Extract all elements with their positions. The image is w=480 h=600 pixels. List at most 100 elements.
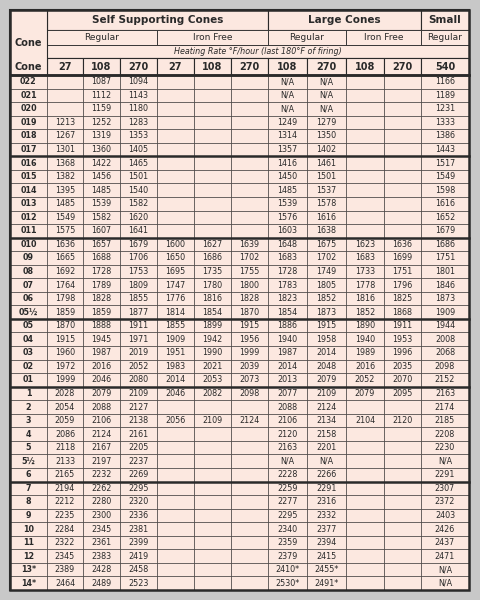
Text: 4: 4 bbox=[26, 430, 31, 439]
Bar bbox=[156, 224, 193, 238]
Bar bbox=[306, 482, 345, 495]
Text: 1279: 1279 bbox=[316, 118, 336, 127]
Bar bbox=[345, 387, 383, 400]
Bar bbox=[83, 359, 120, 373]
Bar bbox=[420, 143, 468, 157]
Bar bbox=[345, 373, 383, 387]
Text: 1755: 1755 bbox=[239, 267, 259, 276]
Bar bbox=[120, 332, 156, 346]
Text: 015: 015 bbox=[20, 172, 36, 181]
Text: 1877: 1877 bbox=[128, 308, 148, 317]
Bar bbox=[156, 400, 193, 414]
Text: 2307: 2307 bbox=[434, 484, 454, 493]
Text: 2359: 2359 bbox=[277, 538, 297, 547]
Bar bbox=[83, 238, 120, 251]
Bar bbox=[47, 102, 83, 116]
Bar bbox=[306, 58, 345, 75]
Bar bbox=[267, 441, 306, 454]
Bar bbox=[267, 332, 306, 346]
Text: 2048: 2048 bbox=[316, 362, 336, 371]
Bar bbox=[306, 251, 345, 265]
Bar bbox=[306, 211, 345, 224]
Bar bbox=[383, 292, 420, 305]
Bar bbox=[230, 550, 267, 563]
Bar bbox=[420, 454, 468, 468]
Bar bbox=[193, 414, 230, 427]
Bar bbox=[267, 482, 306, 495]
Text: 1386: 1386 bbox=[434, 131, 454, 140]
Bar bbox=[267, 116, 306, 129]
Bar bbox=[156, 265, 193, 278]
Text: 1915: 1915 bbox=[55, 335, 75, 344]
Text: 1989: 1989 bbox=[354, 349, 374, 358]
Bar bbox=[120, 238, 156, 251]
Bar bbox=[267, 278, 306, 292]
Text: 02: 02 bbox=[23, 362, 34, 371]
Bar bbox=[383, 265, 420, 278]
Bar bbox=[383, 522, 420, 536]
Bar bbox=[345, 468, 383, 482]
Bar bbox=[420, 10, 468, 30]
Text: 27: 27 bbox=[168, 61, 182, 71]
Bar bbox=[47, 427, 83, 441]
Text: 2332: 2332 bbox=[316, 511, 336, 520]
Bar bbox=[306, 509, 345, 522]
Bar bbox=[120, 427, 156, 441]
Text: 2019: 2019 bbox=[128, 349, 148, 358]
Bar bbox=[83, 170, 120, 184]
Text: 1854: 1854 bbox=[277, 308, 297, 317]
Bar bbox=[193, 373, 230, 387]
Bar bbox=[345, 157, 383, 170]
Bar bbox=[10, 278, 47, 292]
Text: 1852: 1852 bbox=[316, 294, 336, 303]
Bar bbox=[83, 184, 120, 197]
Text: 1301: 1301 bbox=[55, 145, 75, 154]
Text: 1798: 1798 bbox=[55, 294, 75, 303]
Bar bbox=[10, 30, 468, 45]
Bar bbox=[267, 495, 306, 509]
Bar bbox=[345, 305, 383, 319]
Bar bbox=[420, 116, 468, 129]
Bar bbox=[193, 157, 230, 170]
Text: N/A: N/A bbox=[280, 77, 294, 86]
Bar bbox=[306, 387, 345, 400]
Text: 010: 010 bbox=[20, 240, 36, 249]
Text: 2095: 2095 bbox=[392, 389, 412, 398]
Text: 1456: 1456 bbox=[91, 172, 111, 181]
Bar bbox=[156, 482, 193, 495]
Text: 5: 5 bbox=[26, 443, 31, 452]
Bar bbox=[383, 89, 420, 102]
Bar bbox=[267, 387, 306, 400]
Text: 021: 021 bbox=[20, 91, 37, 100]
Text: 1870: 1870 bbox=[239, 308, 259, 317]
Text: 2120: 2120 bbox=[392, 416, 412, 425]
Text: 2: 2 bbox=[25, 403, 31, 412]
Bar bbox=[383, 143, 420, 157]
Bar bbox=[267, 509, 306, 522]
Bar bbox=[230, 197, 267, 211]
Text: 2118: 2118 bbox=[55, 443, 75, 452]
Bar bbox=[47, 129, 83, 143]
Text: 1683: 1683 bbox=[277, 253, 297, 262]
Text: 1575: 1575 bbox=[55, 226, 75, 235]
Bar bbox=[10, 116, 47, 129]
Text: 2399: 2399 bbox=[128, 538, 148, 547]
Text: 3: 3 bbox=[26, 416, 31, 425]
Text: 1753: 1753 bbox=[128, 267, 148, 276]
Bar bbox=[156, 102, 193, 116]
Bar bbox=[10, 359, 47, 373]
Bar bbox=[10, 482, 47, 495]
Text: 2340: 2340 bbox=[277, 524, 297, 533]
Text: 1402: 1402 bbox=[316, 145, 336, 154]
Bar bbox=[306, 265, 345, 278]
Text: 108: 108 bbox=[91, 61, 111, 71]
Bar bbox=[47, 441, 83, 454]
Bar bbox=[306, 577, 345, 590]
Text: 1956: 1956 bbox=[239, 335, 259, 344]
Bar bbox=[156, 129, 193, 143]
Text: 2035: 2035 bbox=[392, 362, 412, 371]
Bar bbox=[306, 454, 345, 468]
Bar bbox=[83, 157, 120, 170]
Bar bbox=[383, 482, 420, 495]
Text: 2161: 2161 bbox=[128, 430, 148, 439]
